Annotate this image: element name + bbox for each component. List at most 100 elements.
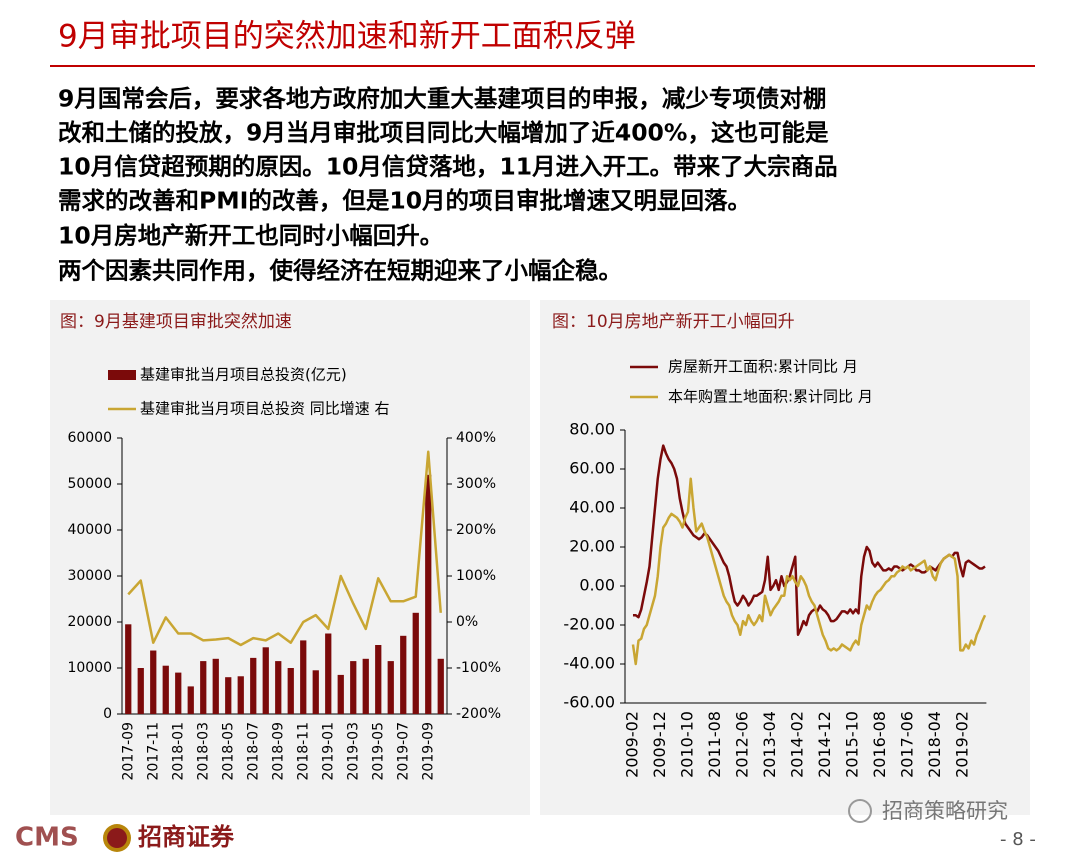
bar: [375, 645, 382, 714]
y-tick-label: 0: [103, 706, 112, 722]
chart-title: 图：9月基建项目审批突然加速: [60, 312, 292, 332]
source: 招商策略研究: [882, 799, 1008, 823]
y-tick-label: 50000: [67, 476, 112, 492]
bar: [150, 650, 157, 714]
y2-tick-label: 100%: [456, 568, 496, 584]
line-series: [631, 477, 987, 666]
x-tick-label: 2018-11: [295, 722, 311, 781]
x-tick-label: 2018-07: [245, 722, 261, 781]
x-tick-label: 2019-07: [395, 722, 411, 781]
slide-title: 9月审批项目的突然加速和新开工面积反弹: [58, 19, 636, 55]
bar: [200, 661, 207, 714]
bar: [362, 658, 369, 714]
body-line: 10月房地产新开工也同时小幅回升。: [58, 222, 443, 250]
bar: [262, 647, 269, 714]
bar: [300, 640, 307, 714]
legend-label: 房屋新开工面积:累计同比 月: [668, 358, 858, 376]
x-tick-label: 2013-04: [760, 711, 779, 778]
x-tick-label: 2018-05: [220, 722, 236, 781]
bar: [137, 668, 144, 714]
y2-tick-label: 200%: [456, 522, 496, 538]
x-tick-label: 2018-03: [195, 722, 211, 781]
y-tick-label: 40.00: [569, 498, 615, 517]
bar: [312, 670, 319, 714]
panel: [50, 300, 530, 815]
brand-cn: 招商证券: [138, 823, 235, 851]
logo: [107, 828, 127, 848]
brand-en: CMS: [15, 823, 79, 853]
y-tick-label: 30000: [67, 568, 112, 584]
bar: [337, 674, 344, 714]
y-tick-label: 10000: [67, 660, 112, 676]
page-number: - 8 -: [1000, 829, 1036, 850]
body-line: 改和土储的投放，9月当月审批项目同比大幅增加了近400%，这也可能是: [58, 119, 829, 147]
body-line: 两个因素共同作用，使得经济在短期迎来了小幅企稳。: [58, 257, 622, 285]
x-tick-label: 2016-08: [870, 711, 889, 778]
y-tick-label: -60.00: [563, 693, 615, 712]
y2-tick-label: -100%: [456, 660, 501, 676]
x-tick-label: 2018-01: [170, 722, 186, 781]
y-tick-label: 20.00: [569, 537, 615, 556]
y-tick-label: -20.00: [563, 615, 615, 634]
x-tick-label: 2012-06: [732, 711, 751, 778]
x-tick-label: 2017-09: [120, 722, 136, 781]
y-tick-label: 60000: [67, 430, 112, 446]
bar: [175, 672, 182, 714]
y-tick-label: -40.00: [563, 654, 615, 673]
x-tick-label: 2014-12: [815, 711, 834, 778]
y-tick-label: 60.00: [569, 459, 615, 478]
bar: [425, 474, 432, 714]
bar: [125, 624, 132, 714]
y-tick-label: 80.00: [569, 420, 615, 439]
chart-title: 图：10月房地产新开工小幅回升: [552, 312, 795, 332]
bar: [287, 668, 294, 714]
x-tick-label: 2019-09: [420, 722, 436, 781]
legend-label: 本年购置土地面积:累计同比 月: [668, 388, 873, 406]
line-series: [127, 450, 442, 647]
bar: [187, 686, 194, 714]
x-tick-label: 2014-02: [787, 711, 806, 778]
legend-swatch: [108, 370, 136, 380]
x-tick-label: 2015-10: [843, 711, 862, 778]
body-line: 9月国常会后，要求各地方政府加大重大基建项目的申报，减少专项债对棚: [58, 85, 826, 113]
panel: [540, 300, 1030, 815]
legend-label: 基建审批当月项目总投资 同比增速 右: [140, 400, 390, 418]
bar: [437, 658, 444, 714]
y2-tick-label: 400%: [456, 430, 496, 446]
x-tick-label: 2010-10: [677, 711, 696, 778]
plots: 0 10000 20000 30000 40000 50000 60000 -200% -100…: [67, 358, 987, 781]
x-tick-label: 2017-06: [898, 711, 917, 778]
bar: [325, 633, 332, 714]
y2-tick-label: 300%: [456, 476, 496, 492]
x-tick-label: 2019-02: [953, 711, 972, 778]
bar: [350, 661, 357, 714]
body-text: 9月国常会后，要求各地方政府加大重大基建项目的申报，减少专项债对棚 改和土储的投…: [58, 85, 838, 285]
bar: [275, 661, 282, 714]
body-line: 10月信贷超预期的原因。10月信贷落地，11月进入开工。带来了大宗商品: [58, 153, 838, 181]
y2-tick-label: -200%: [456, 706, 501, 722]
legend-label: 基建审批当月项目总投资(亿元): [140, 366, 347, 384]
x-tick-label: 2011-08: [705, 711, 724, 778]
x-tick-label: 2019-03: [345, 722, 361, 781]
bar: [387, 661, 394, 714]
x-tick-label: 2017-11: [145, 722, 161, 781]
bar: [400, 635, 407, 714]
y2-tick-label: 0%: [456, 614, 478, 630]
bar: [412, 612, 419, 714]
y-tick-label: 0.00: [579, 576, 615, 595]
x-tick-label: 2018-04: [925, 711, 944, 778]
x-tick-label: 2009-02: [622, 711, 641, 778]
bar: [162, 665, 169, 714]
x-tick-label: 2019-05: [370, 722, 386, 781]
body-line: 需求的改善和PMI的改善，但是10月的项目审批增速又明显回落。: [58, 187, 751, 215]
bar: [250, 657, 257, 714]
wechat-icon: [848, 799, 872, 823]
bar: [225, 677, 232, 714]
x-tick-label: 2018-09: [270, 722, 286, 781]
y-tick-label: 20000: [67, 614, 112, 630]
y-tick-label: 40000: [67, 522, 112, 538]
bar: [237, 676, 244, 714]
x-tick-label: 2019-01: [320, 722, 336, 781]
x-tick-label: 2009-12: [650, 711, 669, 778]
